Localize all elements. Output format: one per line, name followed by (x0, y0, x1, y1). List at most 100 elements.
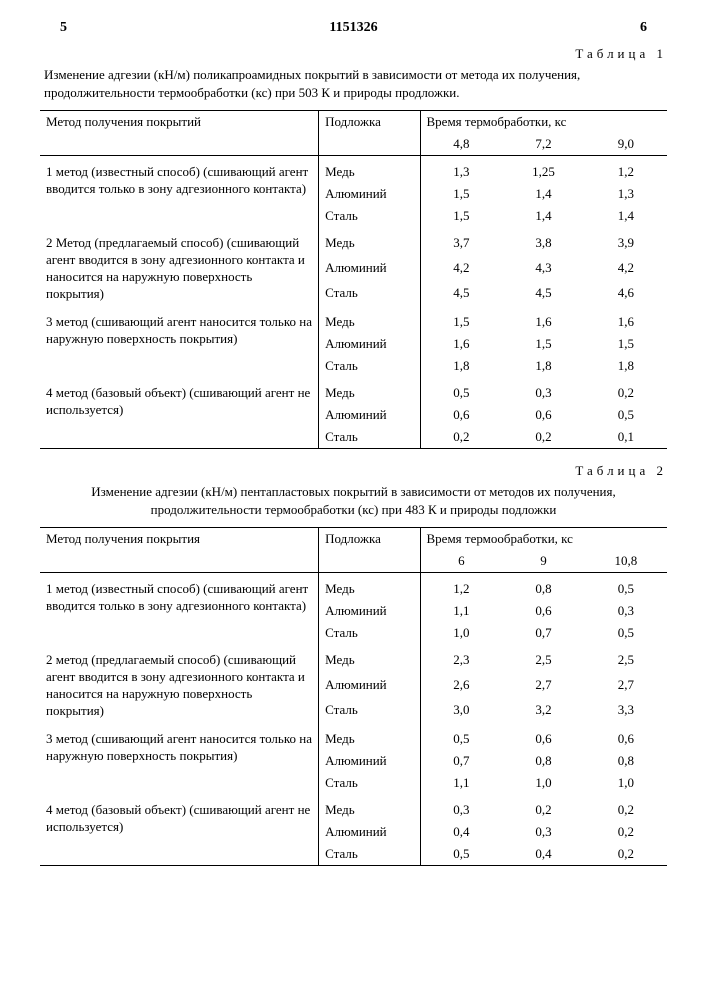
value-cell: 3,3 (585, 699, 667, 723)
substrate-cell: Алюминий (319, 333, 420, 355)
substrate-cell: Медь (319, 573, 420, 601)
value-cell: 0,1 (585, 426, 667, 448)
value-cell: 1,5 (420, 306, 502, 333)
table-row: 4 метод (базовый объект) (сшивающий аген… (40, 377, 667, 404)
method-cell: 4 метод (базовый объект) (сшивающий аген… (40, 377, 319, 448)
value-cell: 1,8 (502, 355, 584, 377)
value-cell: 1,0 (585, 772, 667, 794)
table1-label: Таблица 1 (40, 46, 667, 62)
value-cell: 0,2 (585, 821, 667, 843)
table2-caption: Изменение адгезии (кН/м) пентапластовых … (40, 483, 667, 519)
value-cell: 1,6 (585, 306, 667, 333)
value-cell: 1,3 (420, 156, 502, 184)
table-row: 4 метод (базовый объект) (сшивающий аген… (40, 794, 667, 821)
table2: Метод получения покрытия Подложка Время … (40, 527, 667, 866)
method-cell: 4 метод (базовый объект) (сшивающий аген… (40, 794, 319, 865)
table-row: 1 метод (известный способ) (сшивающий аг… (40, 573, 667, 601)
value-cell: 3,7 (420, 227, 502, 257)
value-cell: 0,2 (585, 377, 667, 404)
value-cell: 1,0 (420, 622, 502, 644)
method-cell: 1 метод (известный способ) (сшивающий аг… (40, 156, 319, 228)
value-cell: 3,8 (502, 227, 584, 257)
value-cell: 0,2 (502, 794, 584, 821)
value-cell: 1,8 (420, 355, 502, 377)
substrate-cell: Медь (319, 794, 420, 821)
method-cell: 3 метод (сшивающий агент наносится тольк… (40, 723, 319, 794)
value-cell: 3,2 (502, 699, 584, 723)
value-cell: 1,6 (502, 306, 584, 333)
substrate-cell: Алюминий (319, 600, 420, 622)
value-cell: 0,3 (585, 600, 667, 622)
table2-time-0: 6 (420, 550, 502, 573)
value-cell: 0,3 (502, 377, 584, 404)
value-cell: 1,5 (502, 333, 584, 355)
value-cell: 2,5 (502, 644, 584, 674)
value-cell: 0,6 (502, 723, 584, 750)
table2-time-1: 9 (502, 550, 584, 573)
substrate-cell: Алюминий (319, 821, 420, 843)
table1: Метод получения покрытий Подложка Время … (40, 110, 667, 449)
value-cell: 2,6 (420, 674, 502, 698)
substrate-cell: Алюминий (319, 750, 420, 772)
value-cell: 4,2 (420, 257, 502, 281)
table-row: 1 метод (известный способ) (сшивающий аг… (40, 156, 667, 184)
doc-number: 1151326 (329, 20, 377, 36)
substrate-cell: Медь (319, 306, 420, 333)
value-cell: 1,3 (585, 183, 667, 205)
value-cell: 0,7 (502, 622, 584, 644)
table2-label: Таблица 2 (40, 463, 667, 479)
value-cell: 1,4 (585, 205, 667, 227)
table-row: 2 Метод (предлагаемый способ) (сшивающий… (40, 227, 667, 257)
value-cell: 0,2 (420, 426, 502, 448)
value-cell: 0,3 (420, 794, 502, 821)
value-cell: 0,6 (502, 600, 584, 622)
value-cell: 3,0 (420, 699, 502, 723)
value-cell: 1,8 (585, 355, 667, 377)
table-row: 3 метод (сшивающий агент наносится тольк… (40, 723, 667, 750)
value-cell: 1,2 (420, 573, 502, 601)
value-cell: 0,4 (420, 821, 502, 843)
method-cell: 3 метод (сшивающий агент наносится тольк… (40, 306, 319, 377)
substrate-cell: Алюминий (319, 183, 420, 205)
value-cell: 4,5 (502, 282, 584, 306)
value-cell: 3,9 (585, 227, 667, 257)
substrate-cell: Алюминий (319, 674, 420, 698)
value-cell: 4,6 (585, 282, 667, 306)
value-cell: 0,5 (420, 377, 502, 404)
substrate-cell: Медь (319, 156, 420, 184)
value-cell: 0,5 (420, 723, 502, 750)
value-cell: 4,5 (420, 282, 502, 306)
table1-time-0: 4,8 (420, 133, 502, 156)
value-cell: 0,3 (502, 821, 584, 843)
value-cell: 2,7 (585, 674, 667, 698)
table1-body: 1 метод (известный способ) (сшивающий аг… (40, 156, 667, 449)
value-cell: 4,3 (502, 257, 584, 281)
substrate-cell: Сталь (319, 282, 420, 306)
value-cell: 1,0 (502, 772, 584, 794)
table1-caption: Изменение адгезии (кН/м) поликапроамидны… (40, 66, 667, 102)
value-cell: 0,5 (420, 843, 502, 865)
value-cell: 0,6 (585, 723, 667, 750)
value-cell: 1,5 (420, 205, 502, 227)
value-cell: 0,6 (420, 404, 502, 426)
substrate-cell: Сталь (319, 699, 420, 723)
substrate-cell: Алюминий (319, 404, 420, 426)
table2-head-method: Метод получения покрытия (40, 528, 319, 573)
value-cell: 0,2 (502, 426, 584, 448)
substrate-cell: Сталь (319, 205, 420, 227)
table1-time-1: 7,2 (502, 133, 584, 156)
table2-time-2: 10,8 (585, 550, 667, 573)
method-cell: 2 метод (предлагаемый способ) (сшивающий… (40, 644, 319, 723)
value-cell: 0,8 (585, 750, 667, 772)
table1-time-2: 9,0 (585, 133, 667, 156)
value-cell: 2,3 (420, 644, 502, 674)
value-cell: 2,5 (585, 644, 667, 674)
value-cell: 0,8 (502, 750, 584, 772)
value-cell: 1,2 (585, 156, 667, 184)
value-cell: 1,25 (502, 156, 584, 184)
substrate-cell: Сталь (319, 426, 420, 448)
value-cell: 1,5 (420, 183, 502, 205)
method-cell: 2 Метод (предлагаемый способ) (сшивающий… (40, 227, 319, 306)
value-cell: 1,6 (420, 333, 502, 355)
substrate-cell: Медь (319, 227, 420, 257)
